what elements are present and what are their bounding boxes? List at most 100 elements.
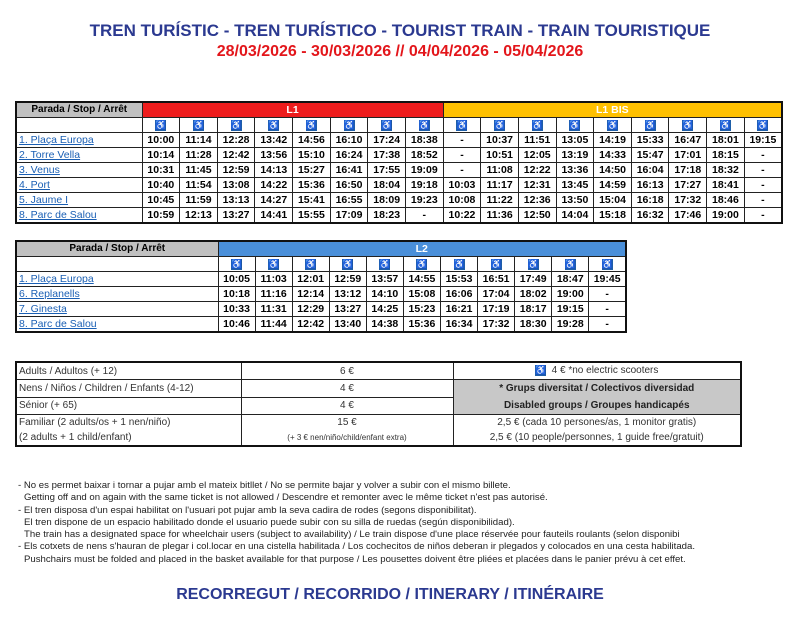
time-cell: 13:27 [328, 301, 367, 317]
time-cell: 16:18 [630, 192, 670, 208]
time-cell: 14:13 [254, 162, 294, 178]
wheelchair-icon: ♿ [564, 258, 576, 270]
accessible-cell: ♿ [593, 117, 632, 133]
time-cell: 15:53 [439, 271, 479, 287]
time-cell: 11:17 [480, 177, 519, 193]
accessible-cell: ♿ [254, 117, 294, 133]
time-cell: 18:47 [551, 271, 590, 287]
stop-link[interactable]: 8. Parc de Salou [15, 316, 219, 333]
stop-link[interactable]: 7. Ginesta [15, 301, 219, 317]
time-cell: 16:34 [439, 316, 479, 333]
time-cell: 17:55 [367, 162, 406, 178]
time-cell: 11:16 [254, 286, 293, 302]
time-cell: 17:27 [668, 177, 708, 193]
price-row-adults: Adults / Adultos (+ 12) 6 € ♿ 4 € *no el… [15, 361, 742, 380]
table-row: 8. Parc de Salou 10:46 11:44 12:42 13:40 14:3… [15, 316, 627, 333]
note-line: The train has a designated space for whe… [24, 529, 680, 541]
accessible-cell: ♿ [328, 256, 367, 272]
stop-header: Parada / Stop / Arrêt [15, 101, 143, 118]
accessible-cell: ♿ [254, 256, 293, 272]
time-cell: 12:59 [216, 162, 256, 178]
time-cell: 10:46 [217, 316, 256, 333]
time-cell: 11:51 [517, 132, 557, 148]
time-cell: 13:57 [365, 271, 404, 287]
time-cell: 18:01 [706, 132, 745, 148]
time-cell: 19:28 [551, 316, 590, 333]
table-row: 6. Replanells 10:18 11:16 12:14 13:12 14:10 15… [15, 286, 627, 302]
time-cell: 10:51 [480, 147, 519, 163]
stop-link[interactable]: 1. Plaça Europa [15, 132, 143, 148]
time-cell: 11:44 [254, 316, 293, 333]
time-cell: 15:41 [292, 192, 331, 208]
time-cell: 13:05 [555, 132, 595, 148]
family-label-en: (2 adults + 1 child/enfant) [19, 432, 132, 443]
time-cell: - [743, 147, 783, 163]
time-cell: 15:08 [402, 286, 441, 302]
accessible-cell: ♿ [329, 117, 369, 133]
time-cell: 10:37 [480, 132, 519, 148]
time-cell: 15:36 [402, 316, 441, 333]
time-cell: 17:32 [668, 192, 708, 208]
time-cell: 16:21 [439, 301, 479, 317]
adults-label: Adults / Adultos (+ 12) [15, 361, 242, 380]
time-cell: 12:36 [517, 192, 557, 208]
wheelchair-icon: ♿ [305, 119, 318, 131]
time-cell: 11:28 [179, 147, 218, 163]
wheelchair-icon: ♿ [535, 365, 547, 377]
stop-link[interactable]: 4. Port [15, 177, 143, 193]
time-cell: - [442, 162, 482, 178]
accessible-cell: ♿ [442, 117, 482, 133]
time-cell: - [743, 177, 783, 193]
time-cell: - [743, 162, 783, 178]
children-label: Nens / Niños / Children / Enfants (4-12) [15, 379, 242, 398]
group-price: 2,5 € (cada 10 persones/as, 1 monitor gr… [497, 417, 697, 428]
time-cell: 12:14 [291, 286, 330, 302]
time-cell: - [743, 207, 783, 224]
time-cell: 11:45 [179, 162, 218, 178]
time-cell: 12:31 [517, 177, 557, 193]
stop-link[interactable]: 5. Jaume I [15, 192, 143, 208]
time-cell: 15:47 [630, 147, 670, 163]
time-cell: 14:04 [555, 207, 595, 224]
accessible-cell: ♿ [404, 117, 444, 133]
page-title: TREN TURÍSTIC - TREN TURÍSTICO - TOURIST… [89, 21, 711, 40]
stop-link[interactable]: 1. Plaça Europa [15, 271, 219, 287]
time-cell: 14:38 [365, 316, 404, 333]
wheelchair-icon: ♿ [192, 119, 205, 131]
time-cell: - [588, 301, 627, 317]
stop-link[interactable]: 6. Replanells [15, 286, 219, 302]
time-cell: 13:42 [254, 132, 294, 148]
time-cell: 15:18 [593, 207, 632, 224]
note-line: - El tren disposa d'un espai habilitat o… [18, 504, 477, 516]
time-cell: 16:50 [329, 177, 369, 193]
stop-link[interactable]: 3. Venus [15, 162, 143, 178]
note-line: - No es permet baixar i tornar a pujar a… [18, 480, 511, 491]
table-row: 1. Plaça Europa 10:05 11:03 12:01 12:59 13:57… [15, 271, 627, 287]
accessible-cell: ♿ [514, 256, 553, 272]
accessible-cell: ♿ [630, 117, 670, 133]
stop-link[interactable]: 8. Parc de Salou [15, 207, 143, 224]
time-cell: 10:45 [141, 192, 181, 208]
time-cell: 14:27 [254, 192, 294, 208]
groups-label: * Grups diversitat / Colectivos diversid… [499, 383, 695, 394]
groups-label-en: Disabled groups / Groupes handicapés [503, 400, 690, 411]
adults-price: 6 € [240, 361, 454, 380]
time-cell: 13:56 [254, 147, 294, 163]
time-cell: 11:31 [254, 301, 293, 317]
stop-link[interactable]: 2. Torre Vella [15, 147, 143, 163]
accessible-cell: ♿ [517, 117, 557, 133]
time-cell: 15:33 [630, 132, 670, 148]
accessible-cell: ♿ [668, 117, 708, 133]
time-cell: 14:59 [593, 177, 632, 193]
table-row: 8. Parc de Salou 10:59 12:13 13:27 14:41 15:5… [15, 207, 783, 224]
wheelchair-icon: ♿ [342, 258, 354, 270]
time-cell: 16:32 [630, 207, 670, 224]
wheelchair-icon: ♿ [230, 119, 242, 131]
time-cell: 17:19 [477, 301, 516, 317]
time-cell: 13:50 [555, 192, 595, 208]
date-range: 28/03/2026 - 30/03/2026 // 04/04/2026 - … [216, 43, 584, 60]
time-cell: 18:52 [404, 147, 444, 163]
time-cell: 18:38 [404, 132, 444, 148]
time-cell: 18:17 [514, 301, 553, 317]
l1-bis-header: L1 BIS [442, 101, 783, 118]
